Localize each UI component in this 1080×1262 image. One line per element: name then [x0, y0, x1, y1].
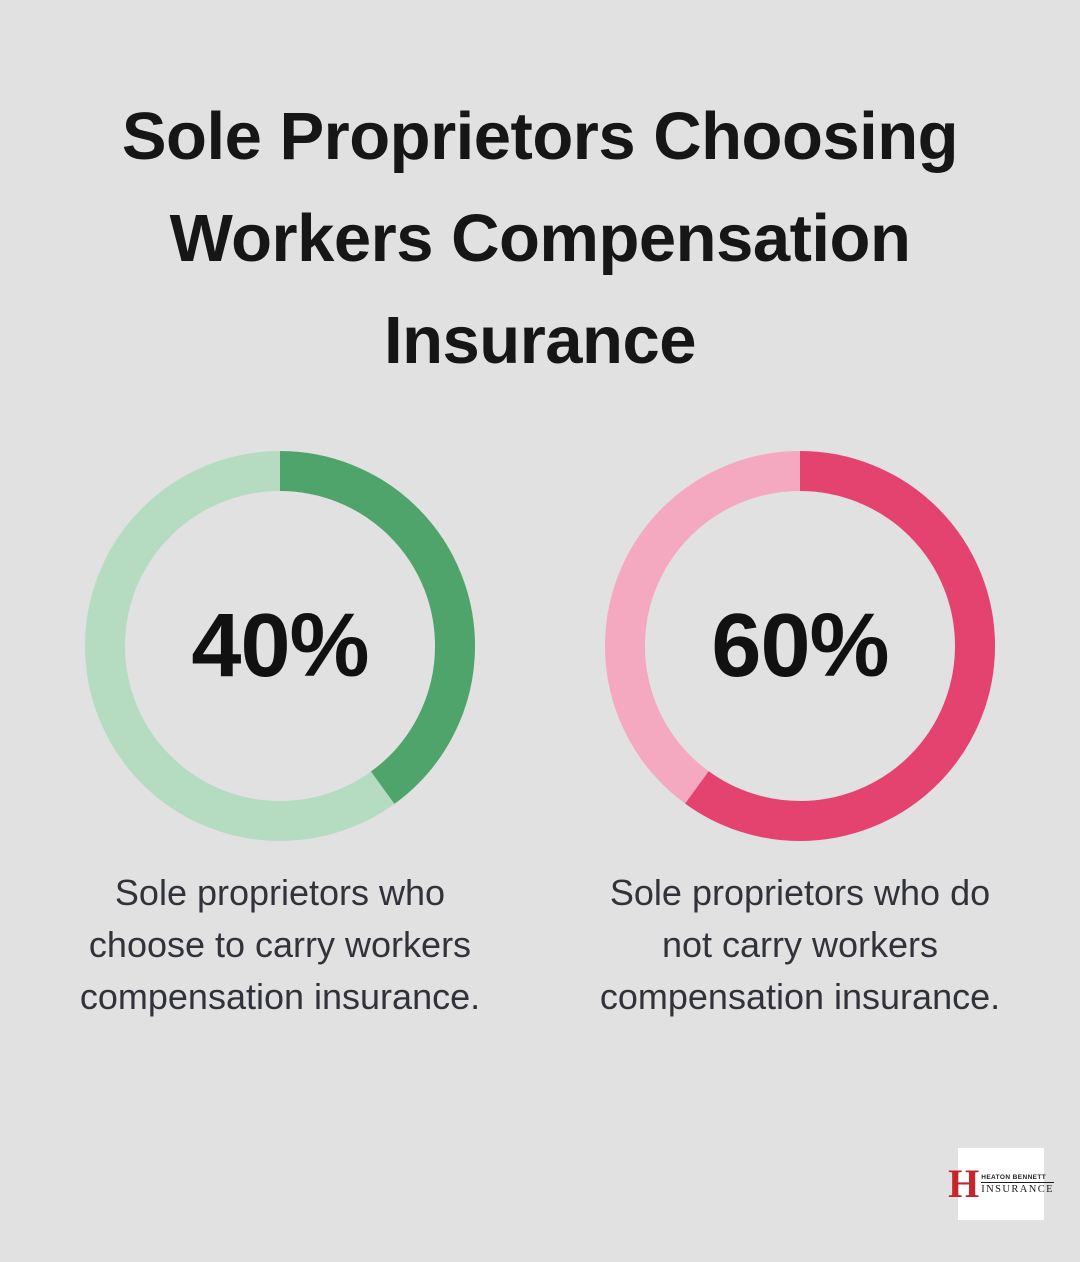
caption-no-carry: Sole proprietors who do not carry worker… — [599, 872, 1001, 1017]
charts-row: 40% Sole proprietors who choose to carry… — [0, 451, 1080, 1023]
logo-inner: H HEATON BENNETT INSURANCE — [948, 1161, 1054, 1206]
donut-value-slice — [85, 451, 475, 841]
donut-value-slice — [605, 451, 995, 841]
donut-chart-no-carry: 60% — [605, 451, 995, 841]
company-logo: H HEATON BENNETT INSURANCE — [948, 1148, 1054, 1220]
chart-column-carry: 40% Sole proprietors who choose to carry… — [40, 451, 520, 1023]
logo-company-type: INSURANCE — [981, 1183, 1054, 1195]
chart-column-no-carry: 60% Sole proprietors who do not carry wo… — [560, 451, 1040, 1023]
logo-text-block: HEATON BENNETT INSURANCE — [981, 1174, 1054, 1195]
page-title: Sole Proprietors Choosing Workers Compen… — [121, 99, 959, 378]
donut-svg-no-carry — [605, 451, 995, 841]
percent-label-no-carry: 60% — [711, 595, 889, 696]
donut-chart-carry: 40% — [85, 451, 475, 841]
logo-company-name: HEATON BENNETT — [981, 1174, 1054, 1183]
logo-monogram: H — [948, 1161, 980, 1206]
caption-carry: Sole proprietors who choose to carry wor… — [79, 872, 481, 1017]
percent-label-carry: 40% — [191, 595, 369, 696]
donut-svg-carry — [85, 451, 475, 841]
